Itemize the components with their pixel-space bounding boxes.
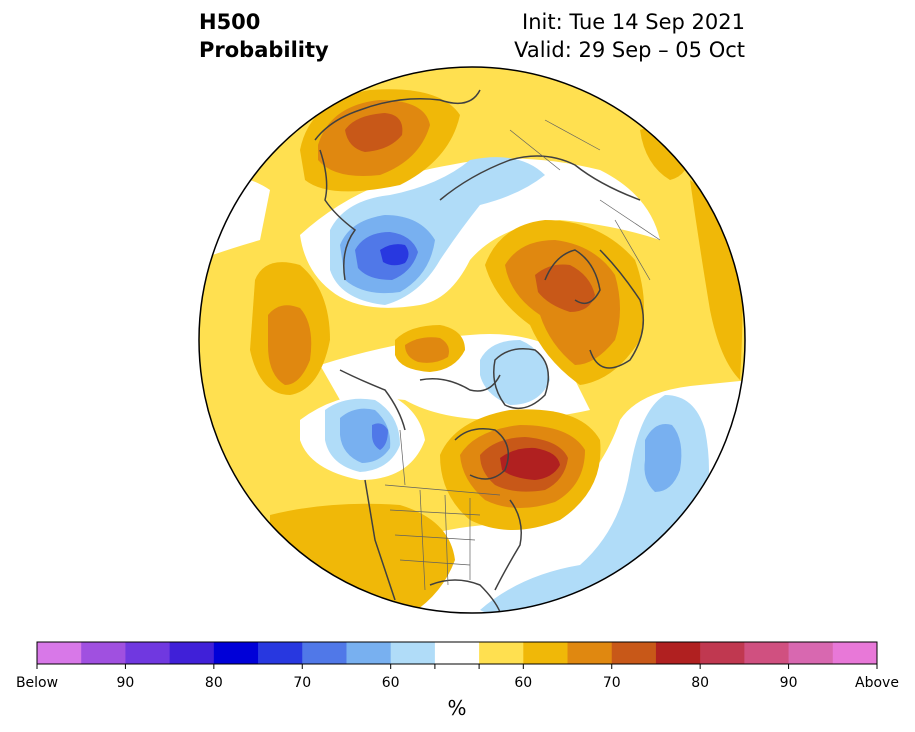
colorbar-cell bbox=[213, 642, 259, 664]
colorbar-cell bbox=[788, 642, 834, 664]
border-us-states-row-2 bbox=[394, 534, 476, 541]
coastline-alaska bbox=[339, 369, 406, 431]
colorbar-cell bbox=[346, 642, 392, 664]
colorbar-cell bbox=[744, 642, 790, 664]
field-below-bering-75 bbox=[380, 244, 409, 266]
colorbar-cell bbox=[302, 642, 347, 664]
coastline-us-west bbox=[364, 479, 396, 601]
colorbar-cell bbox=[434, 642, 480, 664]
border-russia-2 bbox=[544, 119, 601, 151]
colorbar-cell bbox=[81, 642, 126, 664]
colorbar-tick-label: 70 bbox=[602, 675, 621, 691]
colorbar-cell bbox=[169, 642, 215, 664]
colorbar-cells bbox=[37, 642, 878, 664]
colorbar-cell bbox=[37, 642, 82, 664]
product-label: Probability bbox=[199, 38, 329, 62]
map-boundary bbox=[198, 66, 746, 614]
colorbar-cell bbox=[611, 642, 657, 664]
border-us-states-col-2 bbox=[444, 494, 449, 586]
field-above-pacific-65 bbox=[268, 305, 312, 385]
border-europe-2 bbox=[614, 219, 651, 281]
border-us-states-row-3 bbox=[399, 559, 471, 566]
init-label: Init: Tue 14 Sep 2021 bbox=[522, 10, 745, 34]
field-above-siberia-70 bbox=[345, 113, 403, 152]
field-below-atlantic-65 bbox=[644, 424, 682, 492]
colorbar-cell bbox=[125, 642, 171, 664]
borders bbox=[384, 119, 661, 591]
colorbar-cell bbox=[700, 642, 745, 664]
field-above-scandinavia-70 bbox=[535, 264, 595, 312]
colorbar-tick-label: 70 bbox=[293, 675, 312, 691]
border-canada-us bbox=[384, 484, 501, 496]
coastline-gulf-mexico bbox=[429, 579, 501, 613]
coastline-europe bbox=[589, 249, 645, 369]
coastline-scandinavia bbox=[544, 249, 601, 305]
field-above-eastern-canada-75 bbox=[500, 447, 560, 480]
coastline-us-east bbox=[494, 499, 522, 591]
colorbar-tick-label: 60 bbox=[381, 675, 400, 691]
coastline-canada-north bbox=[419, 374, 501, 392]
colorbar-cell bbox=[390, 642, 436, 664]
border-europe-1 bbox=[599, 199, 661, 241]
chart-title-left: H500 Probability bbox=[199, 8, 329, 64]
field-below-greenland-60 bbox=[480, 340, 550, 405]
colorbar-tick-label: 90 bbox=[116, 675, 135, 691]
colorbar-tick-label: 60 bbox=[514, 675, 533, 691]
colorbar-cell bbox=[523, 642, 569, 664]
colorbar-tick-label: 80 bbox=[204, 675, 223, 691]
colorbar-cell bbox=[479, 642, 524, 664]
field-below-gulf-alaska-70 bbox=[372, 423, 388, 450]
variable-label: H500 bbox=[199, 10, 261, 34]
coastline-greenland bbox=[493, 348, 550, 410]
coastlines bbox=[314, 89, 645, 613]
colorbar-frame bbox=[36, 641, 878, 665]
colorbar-cell bbox=[655, 642, 701, 664]
polar-map bbox=[198, 66, 746, 614]
field-above-arctic-65 bbox=[405, 337, 449, 363]
colorbar-cell bbox=[832, 642, 878, 664]
coastline-siberia bbox=[314, 89, 481, 141]
colorbar-ticks bbox=[36, 664, 878, 669]
chart-title-right: Init: Tue 14 Sep 2021 Valid: 29 Sep – 05… bbox=[514, 8, 745, 64]
colorbar-cell bbox=[258, 642, 303, 664]
colorbar-tick-label: 80 bbox=[691, 675, 710, 691]
field-below-gulf-alaska-65 bbox=[340, 408, 391, 463]
colorbar-tick-label: 90 bbox=[779, 675, 798, 691]
probability-field bbox=[199, 67, 745, 613]
border-russia-1 bbox=[509, 129, 561, 171]
coastline-east-asia bbox=[319, 149, 357, 281]
valid-label: Valid: 29 Sep – 05 Oct bbox=[514, 38, 745, 62]
colorbar-tick-label: Below bbox=[15, 675, 59, 691]
coastline-hudson-bay bbox=[454, 428, 510, 480]
colorbar-tick-label: Above bbox=[855, 675, 899, 691]
colorbar-cell bbox=[567, 642, 613, 664]
coastline-arctic-russia bbox=[439, 155, 641, 201]
colorbar-unit-label: % bbox=[447, 696, 467, 720]
border-us-states-row-1 bbox=[389, 509, 481, 516]
border-canada-provinces bbox=[399, 429, 406, 486]
border-us-states-col-1 bbox=[419, 489, 426, 591]
